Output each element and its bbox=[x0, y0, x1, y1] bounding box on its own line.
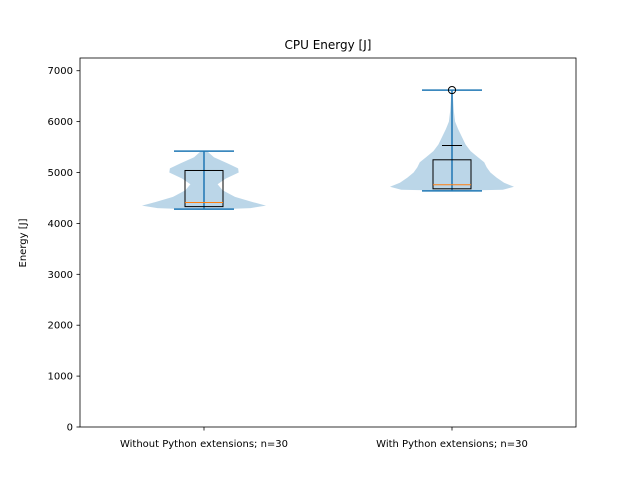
y-tick-label: 2000 bbox=[48, 321, 73, 332]
x-tick-label: With Python extensions; n=30 bbox=[376, 439, 528, 450]
y-axis-label: Energy [J] bbox=[18, 218, 29, 267]
y-tick-label: 4000 bbox=[48, 219, 73, 230]
violin-layer bbox=[142, 89, 514, 210]
box-layer bbox=[184, 85, 472, 208]
x-axis-ticks: Without Python extensions; n=30 With Pyth… bbox=[120, 427, 528, 450]
y-tick-label: 0 bbox=[67, 423, 73, 434]
outlier-point bbox=[447, 85, 457, 95]
x-tick-label: Without Python extensions; n=30 bbox=[120, 439, 288, 450]
y-tick-label: 6000 bbox=[48, 117, 73, 128]
y-tick-label: 5000 bbox=[48, 168, 73, 179]
y-tick-label: 7000 bbox=[48, 66, 73, 77]
plot-area-frame bbox=[79, 57, 577, 428]
box-iqr bbox=[432, 159, 472, 190]
box-iqr bbox=[184, 169, 224, 208]
y-tick-label: 3000 bbox=[48, 270, 73, 281]
chart-title: CPU Energy [J] bbox=[285, 38, 372, 52]
y-axis-ticks: 0 1000 2000 3000 4000 5000 6000 7000 bbox=[48, 66, 80, 434]
y-tick-label: 1000 bbox=[48, 372, 73, 383]
